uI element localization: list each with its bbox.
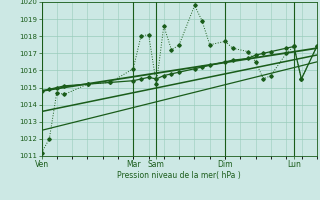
- X-axis label: Pression niveau de la mer( hPa ): Pression niveau de la mer( hPa ): [117, 171, 241, 180]
